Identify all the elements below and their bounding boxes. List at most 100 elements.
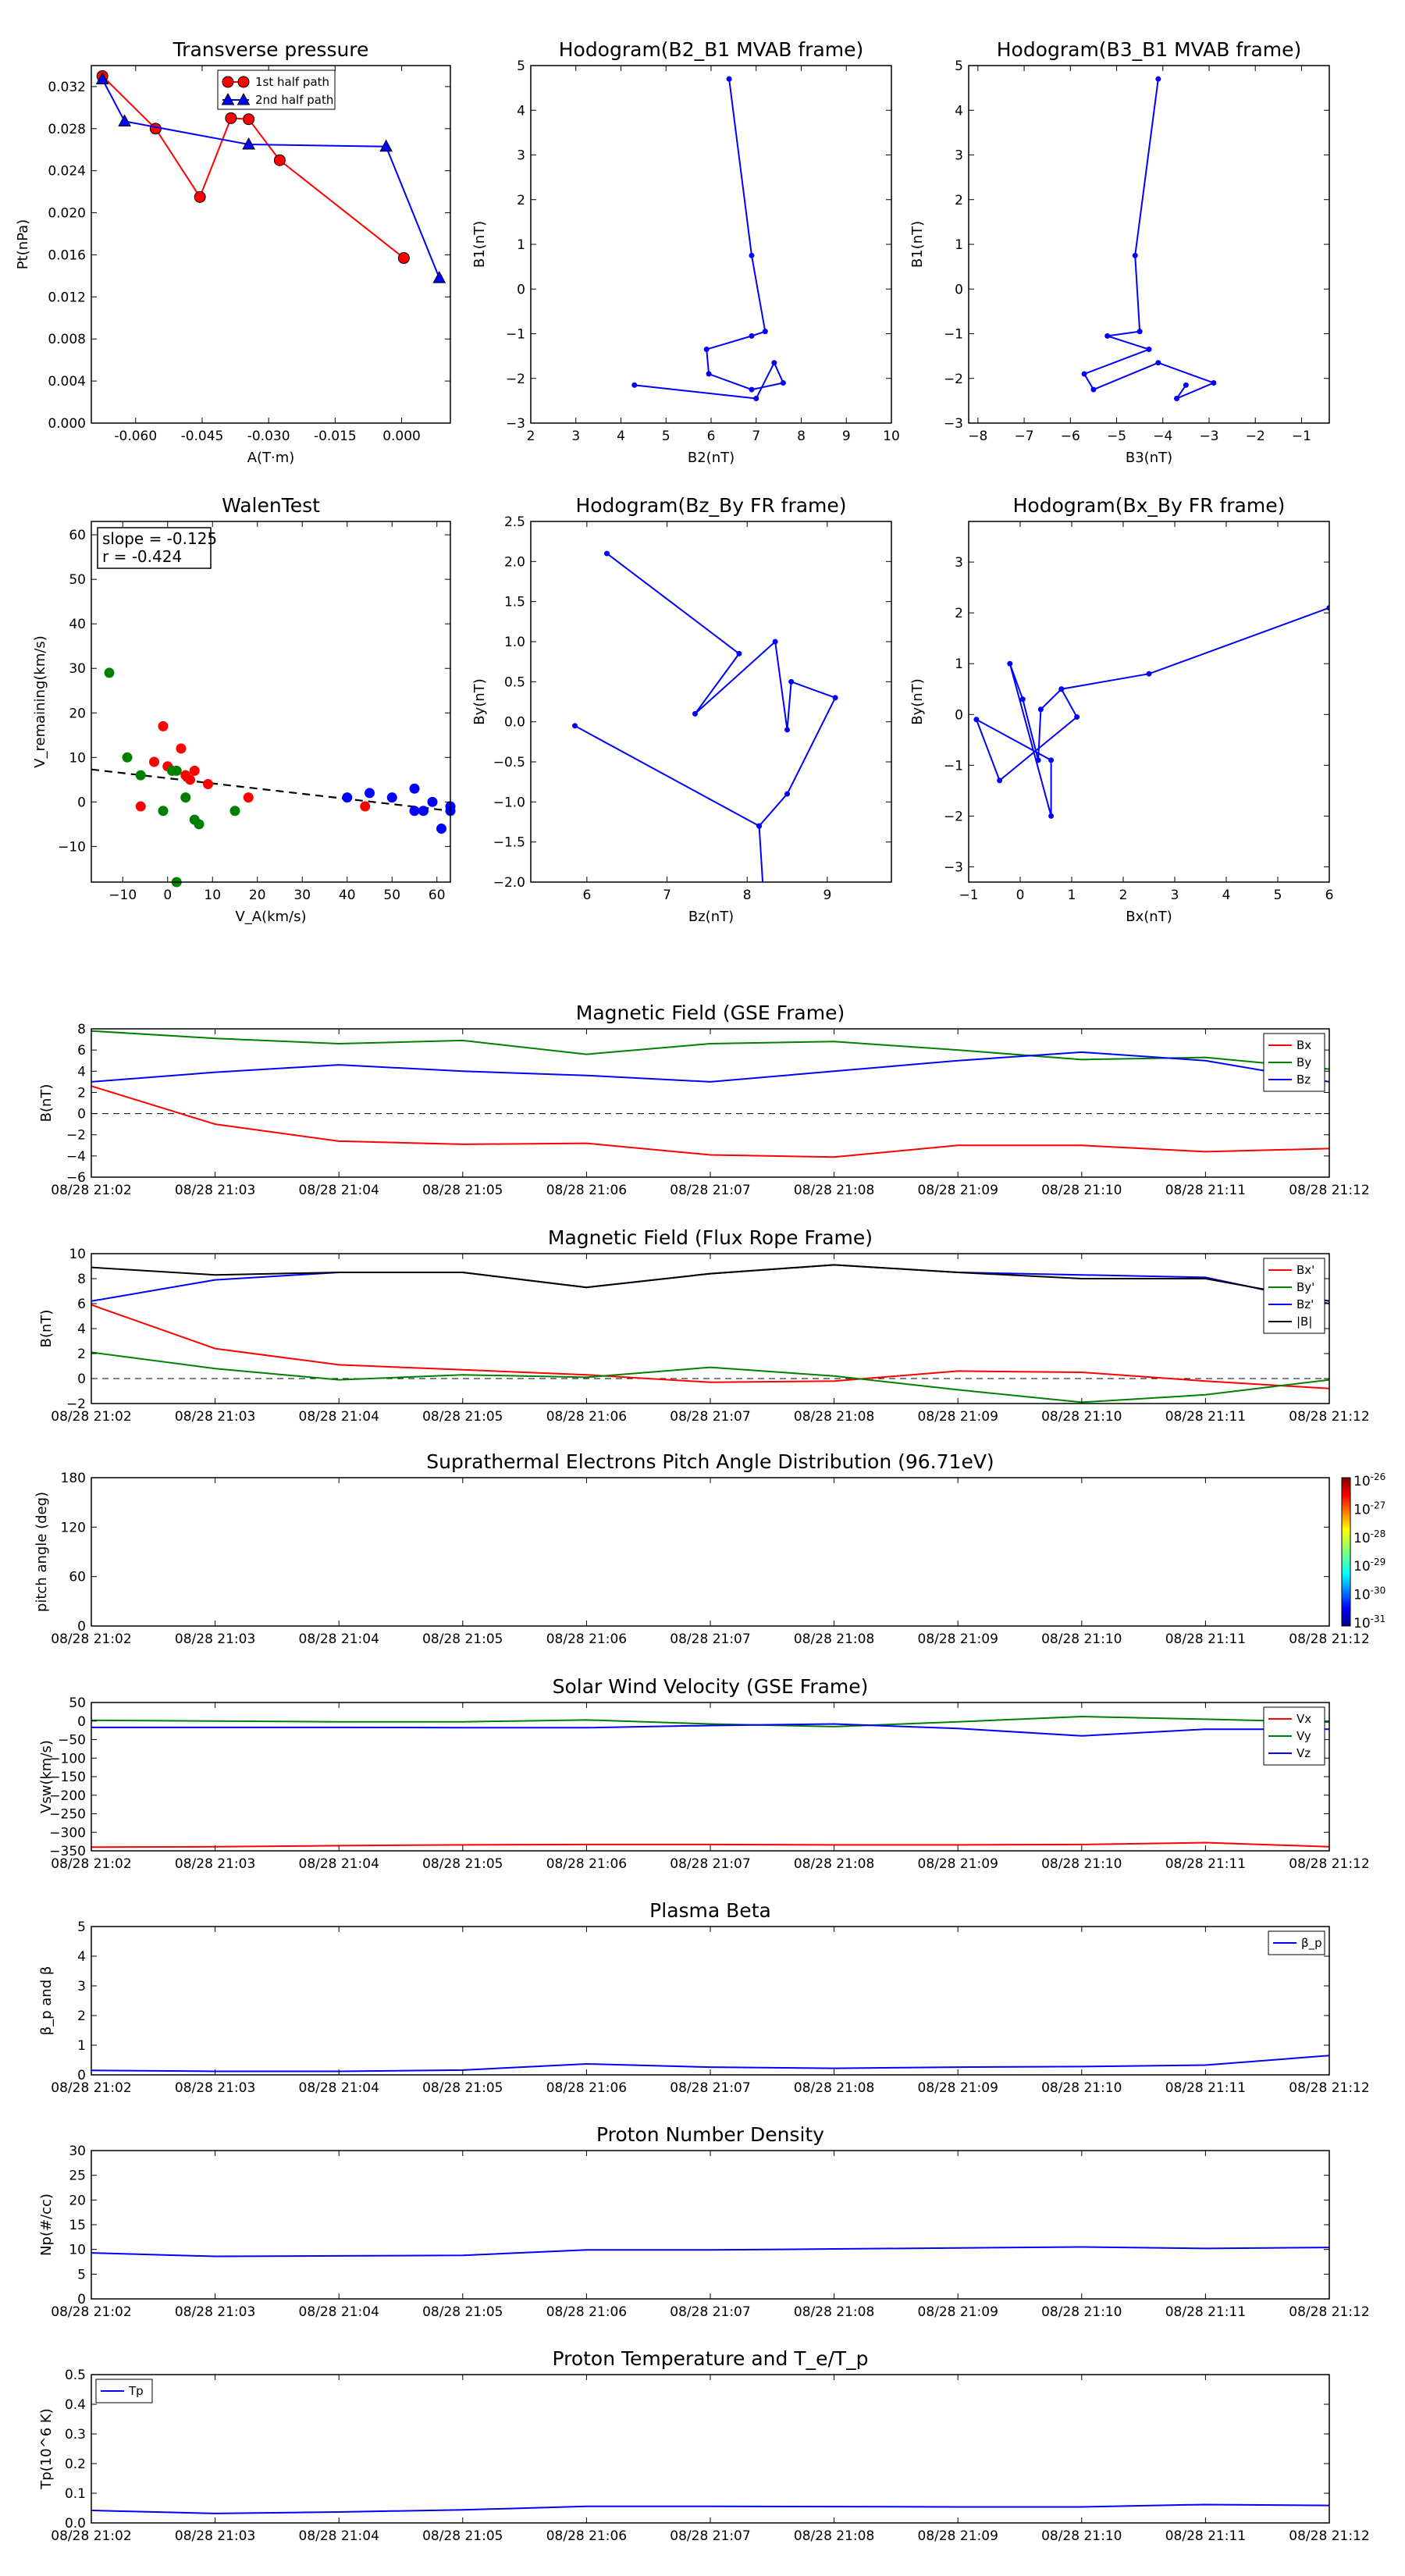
- hodogram-bx-by-xtick-label: 2: [1119, 888, 1128, 903]
- solar-wind-velocity-legend-label: Vy: [1297, 1729, 1311, 1743]
- hodogram-bz-by-point: [604, 550, 610, 557]
- proton-temperature-ytick-label: 0.0: [65, 2516, 86, 2532]
- hodogram-bz-by-point: [784, 791, 791, 797]
- hodogram-bz-by-point: [784, 727, 791, 733]
- magnetic-field-gse-ytick-label: 6: [77, 1043, 86, 1059]
- transverse-pressure-legend-label: 1st half path: [255, 75, 329, 89]
- walen-test-ytick-label: −10: [58, 839, 86, 855]
- hodogram-b3-b1-xtick-label: −1: [1292, 429, 1311, 444]
- hodogram-b3-b1-ytick-label: 1: [955, 237, 963, 253]
- transverse-pressure-point: [194, 190, 206, 203]
- walen-test-point: [194, 819, 205, 830]
- magnetic-field-gse-panel: 08/28 21:02 08/28 21:03 08/28 21:04 08/28 2…: [38, 1002, 1370, 1198]
- hodogram-bx-by-point: [1146, 671, 1152, 677]
- magnetic-field-fr-series-3-line: [91, 1264, 1329, 1302]
- magnetic-field-fr-xtick-label: 08/28 21:09: [918, 1409, 998, 1425]
- hodogram-b3-b1-ylabel: B1(nT): [909, 221, 926, 268]
- magnetic-field-fr-ytick-label: 8: [77, 1272, 86, 1287]
- walen-test-xtick-label: −10: [108, 888, 137, 903]
- solar-wind-velocity-xtick-label: 08/28 21:08: [794, 1856, 874, 1872]
- proton-temperature-xtick-label: 08/28 21:09: [918, 2528, 998, 2544]
- walen-test-point: [427, 796, 438, 807]
- hodogram-b3-b1-xlabel: B3(nT): [1126, 450, 1172, 466]
- pitch-angle-xtick-label: 08/28 21:11: [1165, 1631, 1246, 1647]
- solar-wind-velocity-ytick-label: −150: [49, 1770, 86, 1785]
- proton-density-ytick-label: 20: [69, 2193, 86, 2208]
- hodogram-bx-by-ylabel: By(nT): [909, 678, 926, 724]
- hodogram-bx-by-point: [973, 717, 980, 723]
- proton-temperature-ytick-label: 0.4: [65, 2397, 86, 2413]
- hodogram-b3-b1-xtick-label: −6: [1061, 429, 1080, 444]
- walen-test-xtick-label: 0: [163, 888, 172, 903]
- solar-wind-velocity-ylabel: Vsw(km/s): [38, 1740, 55, 1813]
- hodogram-b2-b1-ytick-label: 0: [517, 282, 525, 297]
- proton-density-xtick-label: 08/28 21:10: [1041, 2304, 1122, 2320]
- walen-test-point: [135, 801, 146, 812]
- hodogram-bx-by-ytick-label: −1: [944, 758, 963, 774]
- hodogram-b2-b1-ytick-label: 2: [517, 193, 525, 208]
- hodogram-b3-b1-point: [1104, 333, 1111, 339]
- proton-density-xtick-label: 08/28 21:04: [299, 2304, 379, 2320]
- plasma-beta-xtick-label: 08/28 21:12: [1289, 2080, 1369, 2096]
- hodogram-b2-b1-xtick-label: 3: [571, 429, 580, 444]
- transverse-pressure-title: Transverse pressure: [173, 38, 369, 61]
- solar-wind-velocity-series-1-line: [91, 1716, 1329, 1727]
- solar-wind-velocity-xtick-label: 08/28 21:12: [1289, 1856, 1369, 1872]
- transverse-pressure-ytick-label: 0.020: [48, 206, 86, 222]
- transverse-pressure-legend-marker: [221, 92, 235, 105]
- solar-wind-velocity-ytick-label: −250: [49, 1807, 86, 1823]
- magnetic-field-fr-title: Magnetic Field (Flux Rope Frame): [548, 1226, 873, 1249]
- proton-temperature-xtick-label: 08/28 21:03: [175, 2528, 255, 2544]
- magnetic-field-gse-series-0-line: [91, 1085, 1329, 1158]
- hodogram-b3-b1-point: [1155, 360, 1161, 366]
- pitch-angle-xtick-label: 08/28 21:04: [299, 1631, 379, 1647]
- walen-test-point: [436, 824, 446, 834]
- walen-test-point: [365, 788, 375, 799]
- transverse-pressure-ytick-label: 0.004: [48, 374, 86, 390]
- transverse-pressure-legend-marker: [237, 76, 250, 88]
- proton-density-xtick-label: 08/28 21:07: [670, 2304, 750, 2320]
- magnetic-field-gse-series-2-line: [91, 1051, 1329, 1083]
- solar-wind-velocity-xtick-label: 08/28 21:04: [299, 1856, 379, 1872]
- proton-density-ylabel: Np(#/cc): [38, 2194, 55, 2256]
- plasma-beta-xtick-label: 08/28 21:02: [51, 2080, 131, 2096]
- hodogram-bz-by-ytick-label: 2.0: [504, 554, 525, 570]
- hodogram-b2-b1-xtick-label: 5: [662, 429, 670, 444]
- magnetic-field-fr-xtick-label: 08/28 21:10: [1041, 1409, 1122, 1425]
- magnetic-field-gse-xtick-label: 08/28 21:11: [1165, 1183, 1246, 1198]
- magnetic-field-fr-legend-label: By': [1297, 1280, 1314, 1294]
- hodogram-b3-b1-point: [1132, 252, 1138, 258]
- solar-wind-velocity-ytick-label: −350: [49, 1844, 86, 1859]
- hodogram-b2-b1-point: [771, 360, 777, 366]
- hodogram-bx-by-panel: −1 0 1 2 3 4 5 6 −3 −2 −1 0 1 2 3 Hodogram(Bx_By FR fra…: [909, 494, 1333, 925]
- proton-temperature-xtick-label: 08/28 21:11: [1165, 2528, 1246, 2544]
- transverse-pressure-ytick-label: 0.016: [48, 247, 86, 263]
- proton-temperature-legend-label: Tp: [128, 2384, 144, 2398]
- magnetic-field-gse-legend-label: Bx: [1297, 1038, 1311, 1052]
- walen-test-point: [158, 806, 169, 817]
- solar-wind-velocity-series-2-line: [91, 1723, 1329, 1737]
- hodogram-b2-b1-point: [631, 382, 638, 388]
- transverse-pressure-point: [397, 252, 410, 265]
- plasma-beta-ylabel: β_p and β: [38, 1966, 55, 2036]
- magnetic-field-fr-legend-label: |B|: [1297, 1315, 1312, 1329]
- walen-test-ylabel: V_remaining(km/s): [32, 635, 48, 768]
- hodogram-b2-b1-xtick-label: 9: [842, 429, 851, 444]
- proton-density-ytick-label: 25: [69, 2169, 86, 2184]
- hodogram-bz-by-point: [692, 710, 698, 717]
- colorbar-tick-label: 10-27: [1353, 1500, 1385, 1517]
- plasma-beta-xtick-label: 08/28 21:04: [299, 2080, 379, 2096]
- solar-wind-velocity-xtick-label: 08/28 21:09: [918, 1856, 998, 1872]
- transverse-pressure-ytick-label: 0.008: [48, 332, 86, 347]
- solar-wind-velocity-xtick-label: 08/28 21:07: [670, 1856, 750, 1872]
- transverse-pressure-point: [118, 114, 131, 126]
- transverse-pressure-ytick-label: 0.000: [48, 416, 86, 432]
- hodogram-bx-by-ytick-label: 0: [955, 707, 963, 723]
- hodogram-b3-b1-panel: −8 −7 −6 −5 −4 −3 −2 −1 −3 −2 −1 0 1 2 3 4 5 Hodogram(B3_…: [909, 38, 1330, 466]
- hodogram-b3-b1-ytick-label: 3: [955, 148, 963, 164]
- transverse-pressure-panel: -0.060 -0.045 -0.030 -0.015 0.000 0.000 0.004 0…: [15, 38, 451, 466]
- hodogram-bx-by-ytick-label: 1: [955, 656, 963, 672]
- magnetic-field-gse-xtick-label: 08/28 21:06: [546, 1183, 627, 1198]
- hodogram-b3-b1-ytick-label: −1: [944, 327, 963, 343]
- transverse-pressure-point: [225, 112, 237, 124]
